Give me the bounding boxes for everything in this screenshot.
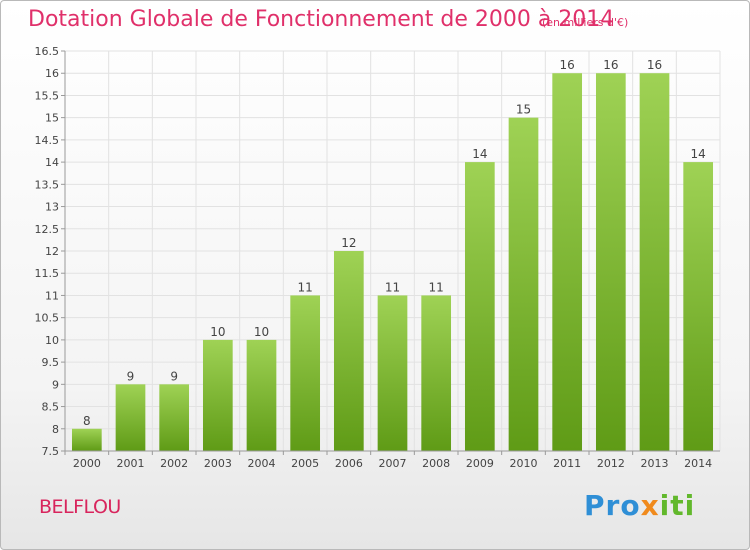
commune-name: BELFLOU bbox=[39, 496, 121, 518]
y-tick-label: 13 bbox=[45, 201, 59, 214]
y-tick-label: 15 bbox=[45, 112, 59, 125]
x-tick-label: 2003 bbox=[204, 457, 232, 470]
y-tick-label: 9.5 bbox=[42, 356, 60, 369]
value-label: 10 bbox=[210, 325, 225, 339]
bar-2006 bbox=[333, 251, 364, 451]
bar-2009 bbox=[464, 162, 495, 451]
x-tick-label: 2004 bbox=[248, 457, 276, 470]
y-tick-label: 13.5 bbox=[35, 178, 60, 191]
value-label: 16 bbox=[647, 58, 662, 72]
value-label: 15 bbox=[516, 103, 531, 117]
y-tick-label: 14 bbox=[45, 156, 59, 169]
value-label: 12 bbox=[341, 236, 356, 250]
value-label: 8 bbox=[83, 414, 91, 428]
y-tick-label: 16 bbox=[45, 67, 59, 80]
value-label: 16 bbox=[560, 58, 575, 72]
bar-2013 bbox=[639, 73, 670, 451]
bar-2011 bbox=[552, 73, 583, 451]
x-tick-label: 2001 bbox=[117, 457, 145, 470]
x-tick-label: 2008 bbox=[422, 457, 450, 470]
bar-2001 bbox=[115, 384, 146, 451]
y-tick-label: 11.5 bbox=[35, 267, 60, 280]
x-tick-label: 2014 bbox=[684, 457, 712, 470]
x-tick-label: 2010 bbox=[510, 457, 538, 470]
logo-part-1: Pro bbox=[584, 489, 641, 522]
bar-2005 bbox=[290, 295, 321, 451]
y-tick-label: 9 bbox=[52, 378, 59, 391]
y-tick-label: 10.5 bbox=[35, 312, 60, 325]
x-tick-label: 2011 bbox=[553, 457, 581, 470]
y-tick-label: 8 bbox=[52, 423, 59, 436]
value-label: 9 bbox=[127, 369, 135, 383]
y-tick-label: 8.5 bbox=[42, 401, 60, 414]
chart-title: Dotation Globale de Fonctionnement de 20… bbox=[28, 7, 615, 32]
value-label: 11 bbox=[298, 280, 313, 294]
bar-2008 bbox=[421, 295, 452, 451]
y-tick-label: 15.5 bbox=[35, 89, 60, 102]
bar-2002 bbox=[159, 384, 190, 451]
bar-2007 bbox=[377, 295, 408, 451]
bar-2012 bbox=[595, 73, 626, 451]
proxiti-logo[interactable]: Proxiti bbox=[584, 489, 695, 522]
bars bbox=[71, 73, 714, 452]
y-tick-label: 16.5 bbox=[35, 45, 60, 58]
value-label: 9 bbox=[170, 369, 178, 383]
x-tick-label: 2009 bbox=[466, 457, 494, 470]
y-tick-label: 14.5 bbox=[35, 134, 60, 147]
value-label: 11 bbox=[385, 280, 400, 294]
y-tick-label: 12.5 bbox=[35, 223, 60, 236]
logo-part-2: x bbox=[640, 489, 660, 522]
x-tick-label: 2000 bbox=[73, 457, 101, 470]
value-label: 10 bbox=[254, 325, 269, 339]
chart-subtitle: (en milliers d'€) bbox=[542, 16, 629, 29]
y-tick-label: 11 bbox=[45, 289, 59, 302]
x-tick-label: 2002 bbox=[160, 457, 188, 470]
x-tick-label: 2005 bbox=[291, 457, 319, 470]
bar-2000 bbox=[71, 428, 102, 451]
logo-part-3: iti bbox=[659, 489, 696, 522]
value-label: 14 bbox=[472, 147, 487, 161]
value-label: 14 bbox=[691, 147, 706, 161]
x-tick-label: 2013 bbox=[641, 457, 669, 470]
x-tick-label: 2012 bbox=[597, 457, 625, 470]
x-tick-label: 2006 bbox=[335, 457, 363, 470]
y-tick-label: 12 bbox=[45, 245, 59, 258]
bar-2004 bbox=[246, 339, 277, 451]
value-label: 11 bbox=[429, 280, 444, 294]
y-tick-label: 7.5 bbox=[42, 445, 60, 458]
bar-2010 bbox=[508, 117, 539, 452]
axes: 7.5 8 8.5 9 9.5 10 10.5 11 11.5 12 12.5 13 13.5 14 14.… bbox=[35, 45, 720, 470]
value-label: 16 bbox=[603, 58, 618, 72]
bar-2003 bbox=[202, 339, 233, 451]
value-labels: 8 9 9 10 10 11 12 11 11 14 15 16 16 16 14 bbox=[83, 58, 706, 428]
y-tick-label: 10 bbox=[45, 334, 59, 347]
x-tick-label: 2007 bbox=[379, 457, 407, 470]
bar-2014 bbox=[683, 162, 714, 451]
